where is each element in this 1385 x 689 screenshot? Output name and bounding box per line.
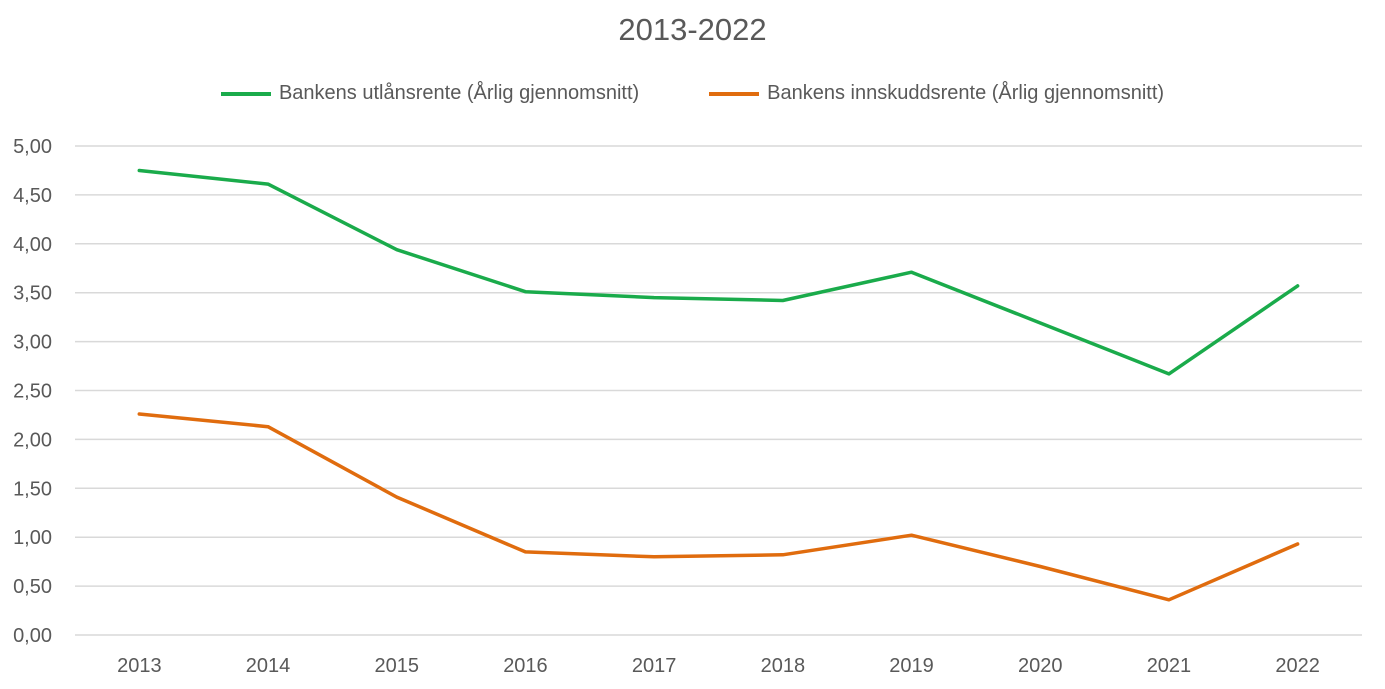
- y-tick-label: 1,00: [13, 527, 52, 549]
- y-tick-label: 5,00: [13, 136, 52, 158]
- legend-item-lending-rate: Bankens utlånsrente (Årlig gjennomsnitt): [220, 82, 640, 105]
- x-tick-label: 2016: [503, 655, 548, 677]
- x-tick-label: 2015: [375, 655, 420, 677]
- y-tick-label: 0,00: [13, 625, 52, 647]
- data-point: [1296, 542, 1300, 546]
- chart-title: 2013-2022: [618, 12, 767, 47]
- data-point: [137, 412, 141, 416]
- series-line-lending-rate: [137, 168, 1300, 376]
- data-point: [1167, 598, 1171, 602]
- y-tick-label: 2,00: [13, 429, 52, 451]
- data-point: [781, 553, 785, 557]
- data-point: [395, 495, 399, 499]
- x-tick-label: 2013: [117, 655, 162, 677]
- data-point: [652, 296, 656, 300]
- data-point: [1296, 284, 1300, 288]
- x-tick-label: 2022: [1275, 655, 1320, 677]
- gridlines: [75, 145, 1362, 636]
- legend-label-lending-rate: Bankens utlånsrente (Årlig gjennomsnitt): [278, 82, 640, 104]
- data-point: [781, 299, 785, 303]
- data-point: [523, 290, 527, 294]
- data-point: [395, 248, 399, 252]
- data-point: [137, 168, 141, 172]
- data-point: [1167, 372, 1171, 376]
- series-line-deposit-rate: [137, 412, 1300, 602]
- x-tick-label: 2020: [1018, 655, 1063, 677]
- legend: Bankens utlånsrente (Årlig gjennomsnitt)…: [0, 82, 1385, 105]
- data-point: [1038, 565, 1042, 569]
- x-tick-label: 2014: [246, 655, 291, 677]
- series-lines: [137, 168, 1300, 602]
- x-tick-label: 2021: [1147, 655, 1192, 677]
- legend-item-deposit-rate: Bankens innskuddsrente (Årlig gjennomsni…: [709, 82, 1164, 105]
- x-axis-ticks: 2013 2014 2015 2016 2017 2018 2019 2020 2021 2022: [117, 655, 1320, 677]
- data-point: [652, 555, 656, 559]
- legend-swatch-deposit-rate: [709, 91, 760, 96]
- x-tick-label: 2017: [632, 655, 677, 677]
- y-tick-label: 4,00: [13, 234, 52, 256]
- y-tick-label: 4,50: [13, 185, 52, 207]
- data-point: [910, 533, 914, 537]
- legend-swatch-lending-rate: [220, 91, 271, 96]
- y-tick-label: 3,00: [13, 332, 52, 354]
- data-point: [910, 270, 914, 274]
- x-tick-label: 2019: [889, 655, 934, 677]
- data-point: [1038, 321, 1042, 325]
- legend-label-deposit-rate: Bankens innskuddsrente (Årlig gjennomsni…: [767, 82, 1165, 104]
- data-point: [523, 550, 527, 554]
- data-point: [266, 425, 270, 429]
- x-tick-label: 2018: [761, 655, 806, 677]
- y-tick-label: 2,50: [13, 381, 52, 403]
- y-axis-ticks: 0,00 0,50 1,00 1,50 2,00 2,50 3,00 3,50 4,00 4,50…: [13, 136, 52, 647]
- y-tick-label: 1,50: [13, 478, 52, 500]
- y-tick-label: 0,50: [13, 576, 52, 598]
- data-point: [266, 182, 270, 186]
- y-tick-label: 3,50: [13, 283, 52, 305]
